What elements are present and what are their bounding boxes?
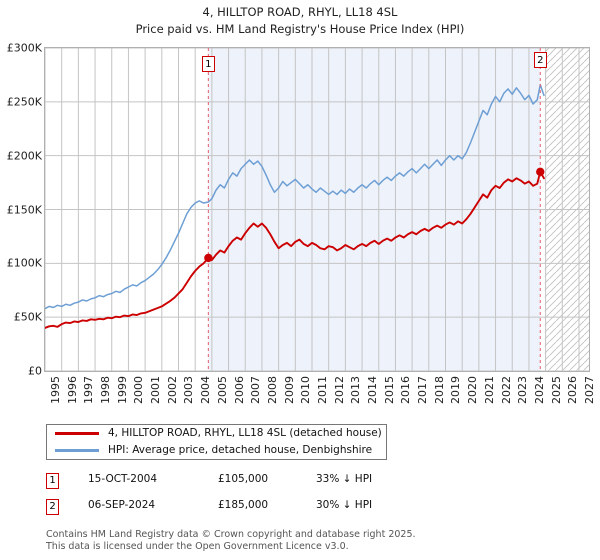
transaction-callout-2[interactable]: 2 [533,52,547,68]
x-axis-tick-label: 2023 [516,376,530,404]
x-axis-tick-label: 2019 [449,376,463,404]
x-axis-tick-label: 2021 [482,376,496,404]
y-axis-tick-label: £0 [28,364,42,378]
transaction-hpi-delta: 33% ↓ HPI [316,473,373,485]
x-axis-tick-label: 2022 [499,376,513,404]
price-history-line-chart [45,48,589,371]
transaction-hpi-delta: 30% ↓ HPI [316,499,373,511]
transaction-point-marker[interactable] [536,167,545,177]
chart-legend: 4, HILLTOP ROAD, RHYL, LL18 4SL (detache… [46,424,387,460]
x-axis-tick-label: 2014 [366,376,380,404]
y-axis-tick-label: £150K [6,203,42,216]
x-axis-tick-label: 1996 [65,376,79,404]
transaction-price: £185,000 [218,499,269,511]
x-axis-tick-label: 2003 [182,376,196,404]
footer-licence-line: This data is licensed under the Open Gov… [46,540,349,552]
page-subtitle: Price paid vs. HM Land Registry's House … [135,22,465,36]
transactions-table: 1 15-OCT-2004 £105,000 33% ↓ HPI 2 06-SE… [46,470,426,522]
x-axis-tick-label: 2026 [566,376,580,404]
x-axis-tick-label: 2000 [132,376,146,404]
footer-copyright-line: Contains HM Land Registry data © Crown c… [46,529,416,540]
y-axis-tick-label: £250K [6,95,42,109]
x-axis-tick-label: 2006 [232,376,246,404]
legend-item-hpi: HPI: Average price, detached house, Denb… [47,442,386,459]
x-axis-tick-label: 2020 [466,376,480,404]
legend-label-hpi: HPI: Average price, detached house, Denb… [108,444,373,456]
footer-attribution: Contains HM Land Registry data © Crown c… [46,529,586,552]
y-axis-tick-label: £200K [6,149,42,163]
x-axis-tick-label: 1997 [82,376,96,404]
y-axis-labels: £0 £50K £100K £150K £200K £250K £300K [0,0,42,560]
x-axis-tick-label: 2016 [399,376,413,404]
x-axis-tick-label: 2013 [349,376,363,404]
page-title: 4, HILLTOP ROAD, RHYL, LL18 4SL [202,5,398,19]
x-axis-tick-label: 2004 [199,376,213,404]
x-axis-tick-label: 2018 [432,376,446,404]
y-axis-tick-label: £100K [6,256,42,270]
x-axis-tick-label: 2001 [149,376,163,404]
table-row[interactable]: 2 06-SEP-2024 £185,000 30% ↓ HPI [46,496,426,522]
transaction-date: 06-SEP-2024 [88,499,156,511]
transaction-date: 15-OCT-2004 [88,473,157,485]
x-axis-tick-label: 2011 [315,376,329,404]
y-axis-tick-label: £50K [13,310,42,324]
y-axis-tick-label: £300K [6,41,42,55]
x-axis-tick-label: 1998 [99,376,113,404]
x-axis-tick-label: 2007 [249,376,263,404]
transaction-index-badge: 1 [46,473,59,489]
x-axis-tick-label: 2002 [165,376,179,404]
transaction-point-marker[interactable] [204,253,213,263]
legend-swatch-hpi [55,449,99,452]
transaction-price: £105,000 [218,473,269,485]
x-axis-tick-label: 2008 [265,376,279,404]
series-line-property [45,170,545,329]
chart-title-block: 4, HILLTOP ROAD, RHYL, LL18 4SL Price pa… [0,4,600,38]
x-axis-tick-label: 2005 [215,376,229,404]
chart-plot-area[interactable] [44,47,590,372]
x-axis-tick-label: 2017 [416,376,430,404]
x-axis-tick-label: 2009 [282,376,296,404]
table-row[interactable]: 1 15-OCT-2004 £105,000 33% ↓ HPI [46,470,426,496]
series-line-hpi [45,83,545,310]
legend-item-property: 4, HILLTOP ROAD, RHYL, LL18 4SL (detache… [47,425,386,442]
legend-label-property: 4, HILLTOP ROAD, RHYL, LL18 4SL (detache… [108,427,382,439]
x-axis-tick-label: 2024 [532,376,546,404]
legend-swatch-property [55,432,99,435]
x-axis-tick-label: 2010 [299,376,313,404]
x-axis-tick-label: 2012 [332,376,346,404]
x-axis-tick-label: 2027 [582,376,596,404]
transaction-index-badge: 2 [46,499,59,515]
x-axis-tick-label: 1995 [49,376,62,404]
x-axis-tick-label: 2015 [382,376,396,404]
transaction-callout-1[interactable]: 1 [201,56,215,72]
x-axis-tick-label: 2025 [549,376,563,404]
x-axis-tick-label: 1999 [115,376,129,404]
